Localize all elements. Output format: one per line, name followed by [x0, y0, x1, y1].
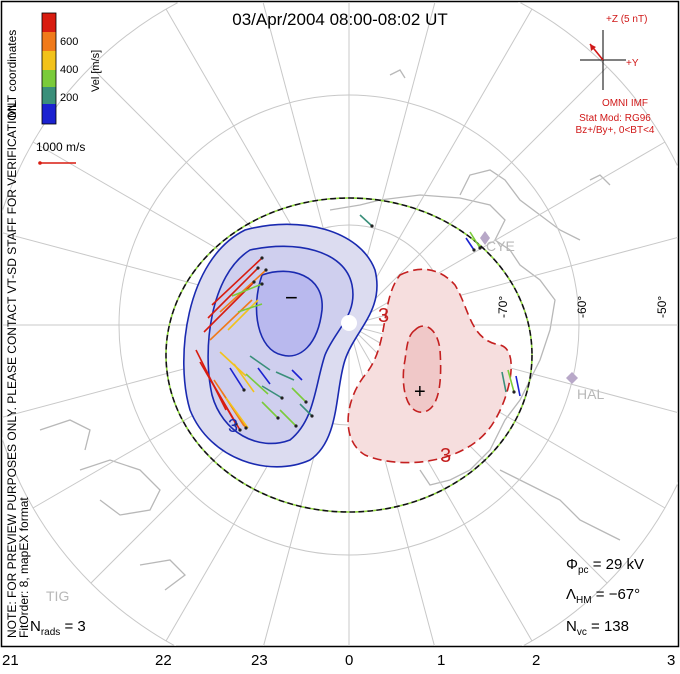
- imf-source: OMNI IMF: [601, 98, 649, 109]
- imf-z-label: +Z (5 nT): [606, 14, 648, 25]
- contour-label-upper: 3: [378, 305, 389, 327]
- stat-n-vc: Nvc = 138: [566, 618, 629, 638]
- lat-label-60: -60°: [575, 295, 589, 318]
- velocity-vectors: [195, 214, 521, 432]
- map-title: 03/Apr/2004 08:00-08:02 UT: [232, 10, 448, 29]
- contour-label-lower: 3: [440, 445, 451, 467]
- potential-minimum-marker: −: [285, 285, 298, 310]
- potential-maximum-marker: +: [414, 381, 426, 403]
- stat-n-rads: Nrads = 3: [30, 618, 86, 638]
- station-marker-hal: [566, 372, 578, 384]
- stat-phi-pc: Φpc = 29 kV: [566, 556, 644, 576]
- colorbar-label: Vel [m/s]: [90, 49, 102, 92]
- mlt-label-23: 23: [251, 652, 268, 669]
- imf-dial: [580, 30, 626, 90]
- colorbar-tick-400: 400: [60, 64, 79, 76]
- mlt-label-1: 1: [437, 652, 446, 669]
- colorbar-tick-200: 200: [60, 92, 79, 104]
- stat-lambda-hm: ΛHM = −67°: [566, 586, 641, 606]
- mlt-label-0: 0: [345, 652, 354, 669]
- station-label-hal: HAL: [577, 386, 605, 402]
- mlt-label-22: 22: [155, 652, 172, 669]
- contour-label-left: 3: [228, 416, 238, 436]
- imf-condition: Bz+/By+, 0<BT<4: [575, 125, 655, 136]
- colorbar-tick-600: 600: [60, 36, 79, 48]
- mlt-label-21: 21: [2, 652, 19, 669]
- lat-label-70: -70°: [496, 295, 510, 318]
- map-frame: [0, 0, 680, 648]
- station-label-cye: CYE: [486, 238, 515, 254]
- vector-scale-dot: [38, 161, 42, 165]
- imf-model: Stat Mod: RG96: [579, 113, 651, 124]
- lat-label-50: -50°: [655, 295, 669, 318]
- negative-potential-cell: [183, 223, 378, 468]
- station-marker-cye: [480, 231, 490, 245]
- imf-y-label: +Y: [626, 58, 639, 69]
- station-label-tig: TIG: [46, 588, 70, 604]
- coastlines: [39, 69, 621, 591]
- fit-order-note: FitOrder: 8, mapEX format: [17, 497, 31, 638]
- pole-marker: [341, 315, 357, 331]
- positive-potential-cell: [347, 268, 512, 464]
- mlt-label-2: 2: [532, 652, 541, 669]
- vector-scale-label: 1000 m/s: [36, 140, 86, 154]
- hm-boundary-overlay: [165, 197, 533, 513]
- mlt-label-3: 3: [667, 652, 676, 669]
- velocity-colorbar: [41, 12, 57, 125]
- station-markers: [480, 231, 578, 384]
